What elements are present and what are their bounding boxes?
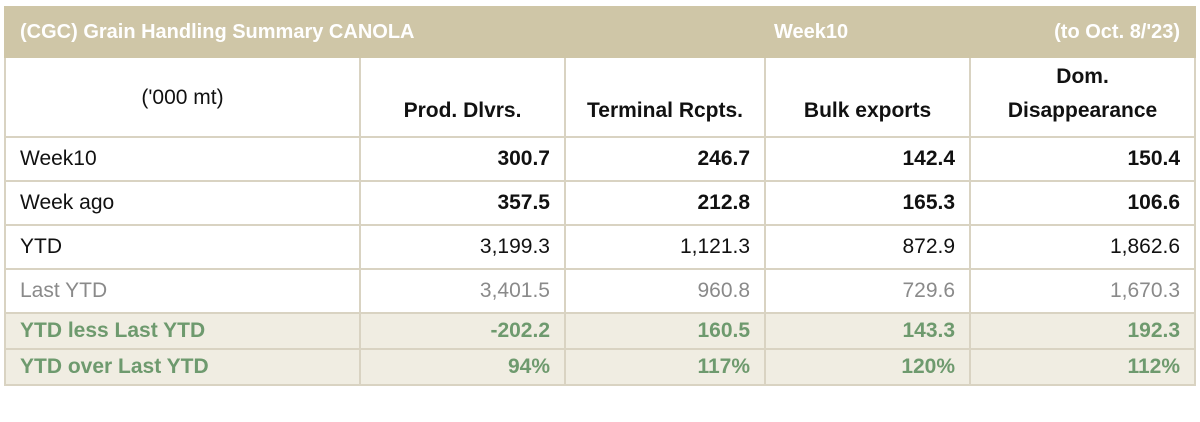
column-header-line: Terminal Rcpts. bbox=[587, 99, 743, 122]
table-row: Week ago 357.5 212.8 165.3 106.6 bbox=[4, 180, 1197, 226]
cell-value: 1,121.3 bbox=[563, 224, 767, 270]
cell-value: -202.2 bbox=[359, 312, 566, 350]
row-label: YTD less Last YTD bbox=[4, 312, 361, 350]
cell-value: 3,199.3 bbox=[359, 224, 566, 270]
units-label: ('000 mt) bbox=[4, 56, 361, 138]
row-label: YTD bbox=[4, 224, 361, 270]
column-header-prod-dlvrs: Prod. Dlvrs. bbox=[359, 56, 566, 138]
column-header-bulk-exports: Bulk exports bbox=[764, 56, 972, 138]
cell-value: 117% bbox=[563, 348, 767, 386]
column-header-dom-disappearance: Dom. Disappearance bbox=[969, 56, 1197, 138]
cell-value: 1,862.6 bbox=[969, 224, 1197, 270]
cell-value: 300.7 bbox=[359, 136, 566, 182]
table-row: YTD less Last YTD -202.2 160.5 143.3 192… bbox=[4, 312, 1197, 350]
cell-value: 165.3 bbox=[764, 180, 972, 226]
cell-value: 106.6 bbox=[969, 180, 1197, 226]
row-label: YTD over Last YTD bbox=[4, 348, 361, 386]
cell-value: 212.8 bbox=[563, 180, 767, 226]
column-header-line: Disappearance bbox=[1007, 99, 1158, 122]
column-header-line: Bulk exports bbox=[803, 99, 932, 122]
cell-value: 142.4 bbox=[764, 136, 972, 182]
cell-value: 112% bbox=[969, 348, 1197, 386]
cell-value: 872.9 bbox=[764, 224, 972, 270]
row-label: Week10 bbox=[4, 136, 361, 182]
cell-value: 120% bbox=[764, 348, 972, 386]
column-header-terminal-rcpts: Terminal Rcpts. bbox=[563, 56, 767, 138]
table-date: (to Oct. 8/'23) bbox=[969, 6, 1197, 58]
cell-value: 1,670.3 bbox=[969, 268, 1197, 314]
row-label: Last YTD bbox=[4, 268, 361, 314]
cell-value: 3,401.5 bbox=[359, 268, 566, 314]
table-row: Week10 300.7 246.7 142.4 150.4 bbox=[4, 136, 1197, 182]
cell-value: 150.4 bbox=[969, 136, 1197, 182]
table-row: YTD 3,199.3 1,121.3 872.9 1,862.6 bbox=[4, 224, 1197, 270]
summary-table: (CGC) Grain Handling Summary CANOLA Week… bbox=[3, 6, 1197, 386]
table-title: (CGC) Grain Handling Summary CANOLA bbox=[3, 6, 767, 58]
header-row: ('000 mt) Prod. Dlvrs. Terminal Rcpts. B… bbox=[4, 56, 1197, 138]
title-row: (CGC) Grain Handling Summary CANOLA Week… bbox=[3, 6, 1197, 58]
row-label: Week ago bbox=[4, 180, 361, 226]
table-week: Week10 bbox=[764, 6, 972, 58]
cell-value: 94% bbox=[359, 348, 566, 386]
cell-value: 960.8 bbox=[563, 268, 767, 314]
cell-value: 729.6 bbox=[764, 268, 972, 314]
table-row: YTD over Last YTD 94% 117% 120% 112% bbox=[4, 348, 1197, 386]
cell-value: 357.5 bbox=[359, 180, 566, 226]
cell-value: 246.7 bbox=[563, 136, 767, 182]
grain-handling-summary: (CGC) Grain Handling Summary CANOLA Week… bbox=[3, 6, 1197, 416]
cell-value: 160.5 bbox=[563, 312, 767, 350]
cell-value: 143.3 bbox=[764, 312, 972, 350]
cell-value: 192.3 bbox=[969, 312, 1197, 350]
column-header-line: Dom. bbox=[1056, 65, 1109, 88]
table-row: Last YTD 3,401.5 960.8 729.6 1,670.3 bbox=[4, 268, 1197, 314]
column-header-line: Prod. Dlvrs. bbox=[403, 99, 522, 122]
